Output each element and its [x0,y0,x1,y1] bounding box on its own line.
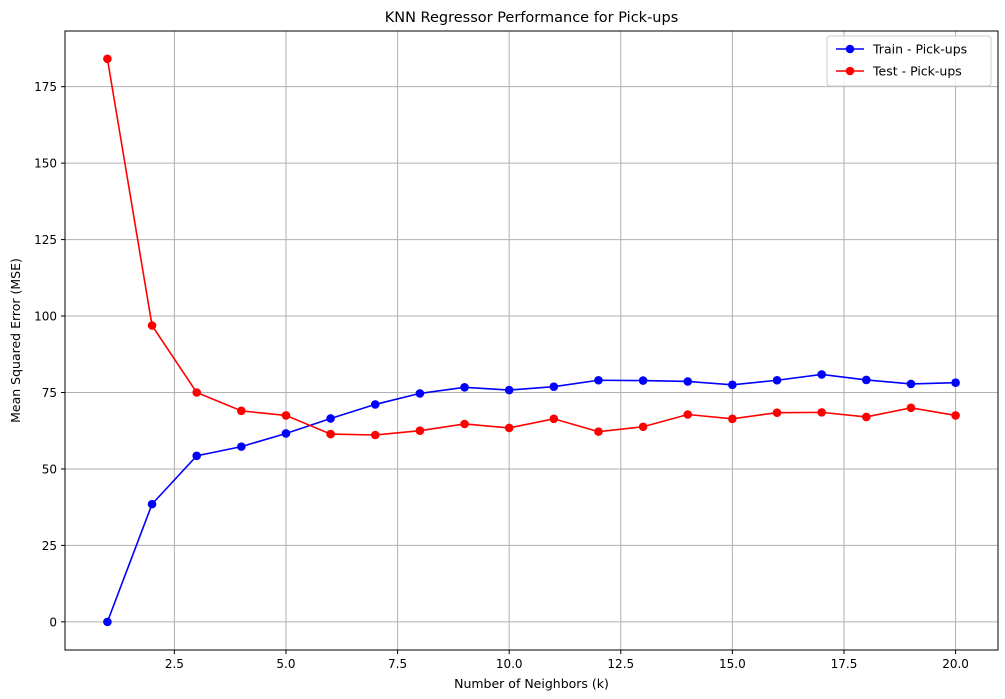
legend-box [826,35,992,87]
data-point [549,414,559,424]
data-point [638,376,648,385]
axes-frame [64,30,999,651]
y-axis-label: Mean Squared Error (MSE) [8,258,23,423]
grid-lines [65,31,998,650]
legend: Train - Pick-ups Test - Pick-ups [826,35,992,87]
x-tick-label: 5.0 [276,657,295,671]
x-tick-label: 10.0 [496,657,523,671]
y-tick-label: 25 [42,539,57,553]
data-point [147,499,157,509]
x-axis-label: Number of Neighbors (k) [454,676,609,691]
data-point [192,451,201,461]
data-point [103,54,112,64]
data-point [237,406,246,416]
x-tick-label: 20.0 [942,657,969,671]
data-point [728,414,737,424]
data-point [817,370,826,379]
data-point [549,382,559,391]
data-point [147,321,157,330]
data-point [415,389,425,398]
data-point [460,419,469,429]
data-point [504,385,514,395]
data-point [638,422,648,432]
data-point [415,426,425,436]
data-point [281,429,291,438]
y-tick-label: 125 [34,233,57,247]
data-point [504,423,514,433]
data-point [281,411,291,420]
axis-ticks: 2.5 5.0 7.5 10.0 12.5 15.0 17.5 20.0 0 25 50 75 100 1… [34,80,969,671]
legend-marker [845,66,855,76]
data-point [370,430,380,440]
x-tick-label: 12.5 [607,657,634,671]
series-train [103,370,960,627]
data-point [103,617,112,627]
data-point [906,379,916,389]
y-tick-label: 50 [42,462,57,476]
y-tick-label: 75 [42,386,57,400]
data-point [862,412,871,422]
legend-label: Test - Pick-ups [872,64,962,79]
data-point [951,411,960,420]
data-point [862,375,871,385]
data-point [683,377,693,386]
data-point [772,375,782,385]
legend-item: Train - Pick-ups [836,42,967,57]
legend-label: Train - Pick-ups [872,42,967,57]
data-point [594,375,603,385]
data-point [728,380,737,390]
y-tick-label: 100 [34,310,57,324]
chart-title: KNN Regressor Performance for Pick-ups [385,10,679,26]
data-point [817,408,826,417]
data-point [237,442,246,451]
x-tick-label: 7.5 [388,657,407,671]
series-line [106,58,956,436]
data-point [683,410,693,419]
series-line [106,373,956,623]
y-tick-label: 150 [34,157,57,171]
data-point [370,400,380,409]
x-tick-label: 17.5 [831,657,858,671]
data-point [906,403,916,413]
y-tick-label: 175 [34,80,57,94]
data-point [460,382,469,392]
x-tick-label: 15.0 [719,657,746,671]
y-tick-label: 0 [49,615,57,629]
data-point [594,427,603,436]
data-point [772,408,782,417]
data-point [192,388,201,397]
data-point [326,414,335,423]
data-series [103,54,960,627]
legend-item: Test - Pick-ups [836,64,962,79]
data-point [326,429,335,439]
data-point [951,378,960,388]
x-tick-label: 2.5 [165,657,184,671]
series-test [103,54,960,440]
legend-marker [845,44,855,54]
